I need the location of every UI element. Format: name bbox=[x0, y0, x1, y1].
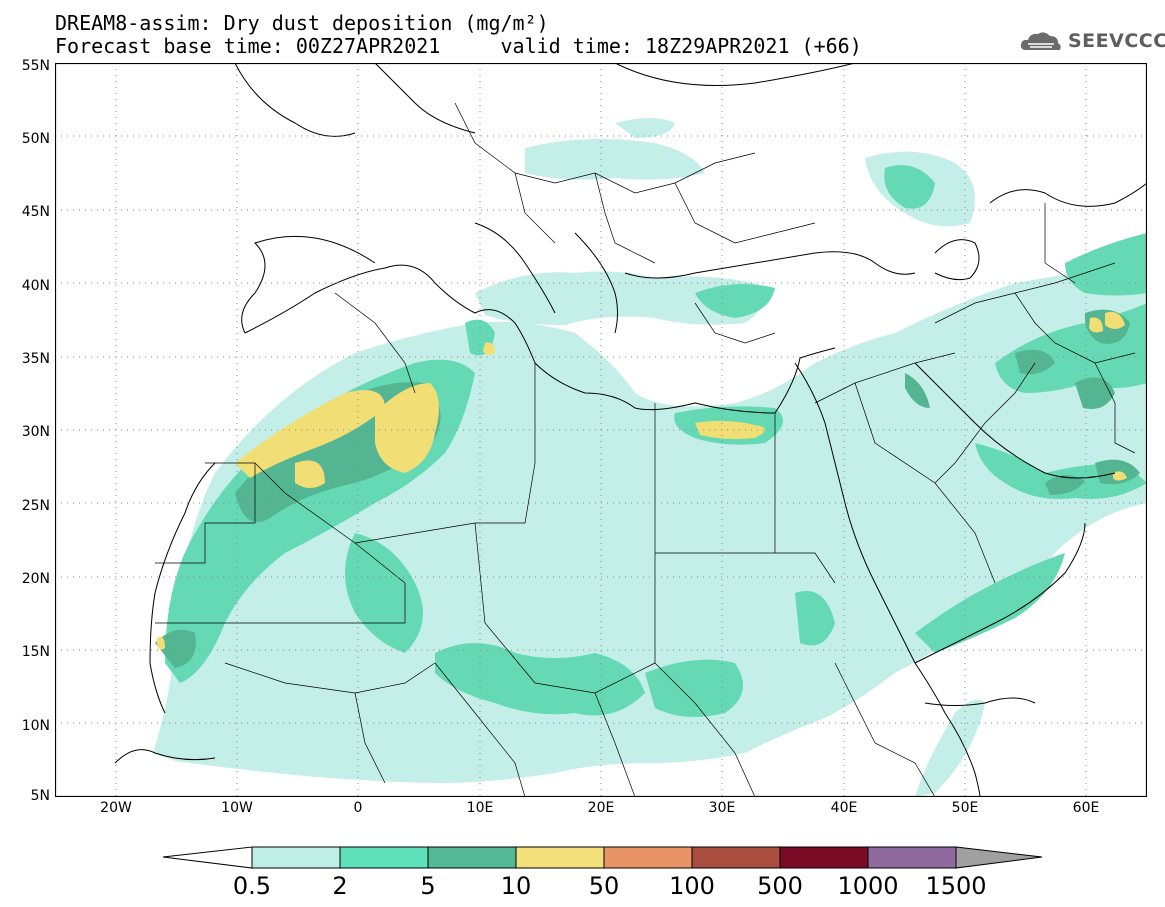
colorbar-swatch bbox=[339, 846, 429, 869]
lon-label: 40E bbox=[830, 800, 858, 816]
lon-label: 60E bbox=[1072, 800, 1100, 816]
lat-label: 10N bbox=[21, 718, 50, 734]
lat-label: 30N bbox=[21, 424, 50, 440]
lat-label: 40N bbox=[21, 278, 50, 294]
colorbar-label: 500 bbox=[757, 872, 803, 900]
lon-label: 20W bbox=[100, 800, 132, 816]
colorbar-label: 0.5 bbox=[232, 872, 272, 900]
lon-label: 30E bbox=[708, 800, 736, 816]
lon-label: 10E bbox=[466, 800, 494, 816]
colorbar-label: 100 bbox=[669, 872, 715, 900]
colorbar-label: 1000 bbox=[837, 872, 899, 900]
colorbar-label: 10 bbox=[500, 872, 532, 900]
lon-label: 0 bbox=[353, 800, 363, 816]
lon-label: 50E bbox=[951, 800, 979, 816]
country-borders bbox=[155, 102, 1136, 797]
forecast-time-line: Forecast base time: 00Z27APR2021 valid t… bbox=[55, 34, 862, 58]
dust-map bbox=[55, 63, 1147, 797]
logo-text: SEEVCCC bbox=[1068, 30, 1165, 52]
graticule bbox=[55, 63, 1147, 797]
colorbar-start-arrow bbox=[162, 846, 253, 869]
lat-label: 5N bbox=[30, 788, 50, 804]
colorbar-end-arrow bbox=[955, 846, 1043, 869]
colorbar-label: 5 bbox=[420, 872, 436, 900]
colorbar bbox=[162, 846, 1043, 869]
map-title: DREAM8-assim: Dry dust deposition (mg/m²… bbox=[55, 11, 549, 35]
dust-field-yellow bbox=[157, 311, 1127, 650]
colorbar-swatch bbox=[603, 846, 693, 869]
lon-label: 10W bbox=[221, 800, 253, 816]
colorbar-swatch bbox=[515, 846, 605, 869]
lon-label: 20E bbox=[587, 800, 615, 816]
colorbar-swatch bbox=[691, 846, 781, 869]
colorbar-swatch bbox=[867, 846, 957, 869]
coastlines bbox=[114, 63, 1147, 797]
colorbar-swatch bbox=[427, 846, 517, 869]
cloud-icon bbox=[1020, 32, 1061, 50]
colorbar-swatch bbox=[251, 846, 341, 869]
lat-label: 55N bbox=[21, 58, 50, 74]
lat-label: 45N bbox=[21, 204, 50, 220]
colorbar-label: 2 bbox=[332, 872, 348, 900]
lat-label: 20N bbox=[21, 571, 50, 587]
lat-label: 50N bbox=[21, 131, 50, 147]
colorbar-label: 1500 bbox=[925, 872, 987, 900]
lat-label: 15N bbox=[21, 644, 50, 660]
lat-label: 25N bbox=[21, 498, 50, 514]
lat-label: 35N bbox=[21, 351, 50, 367]
colorbar-swatch bbox=[779, 846, 869, 869]
colorbar-label: 50 bbox=[588, 872, 620, 900]
